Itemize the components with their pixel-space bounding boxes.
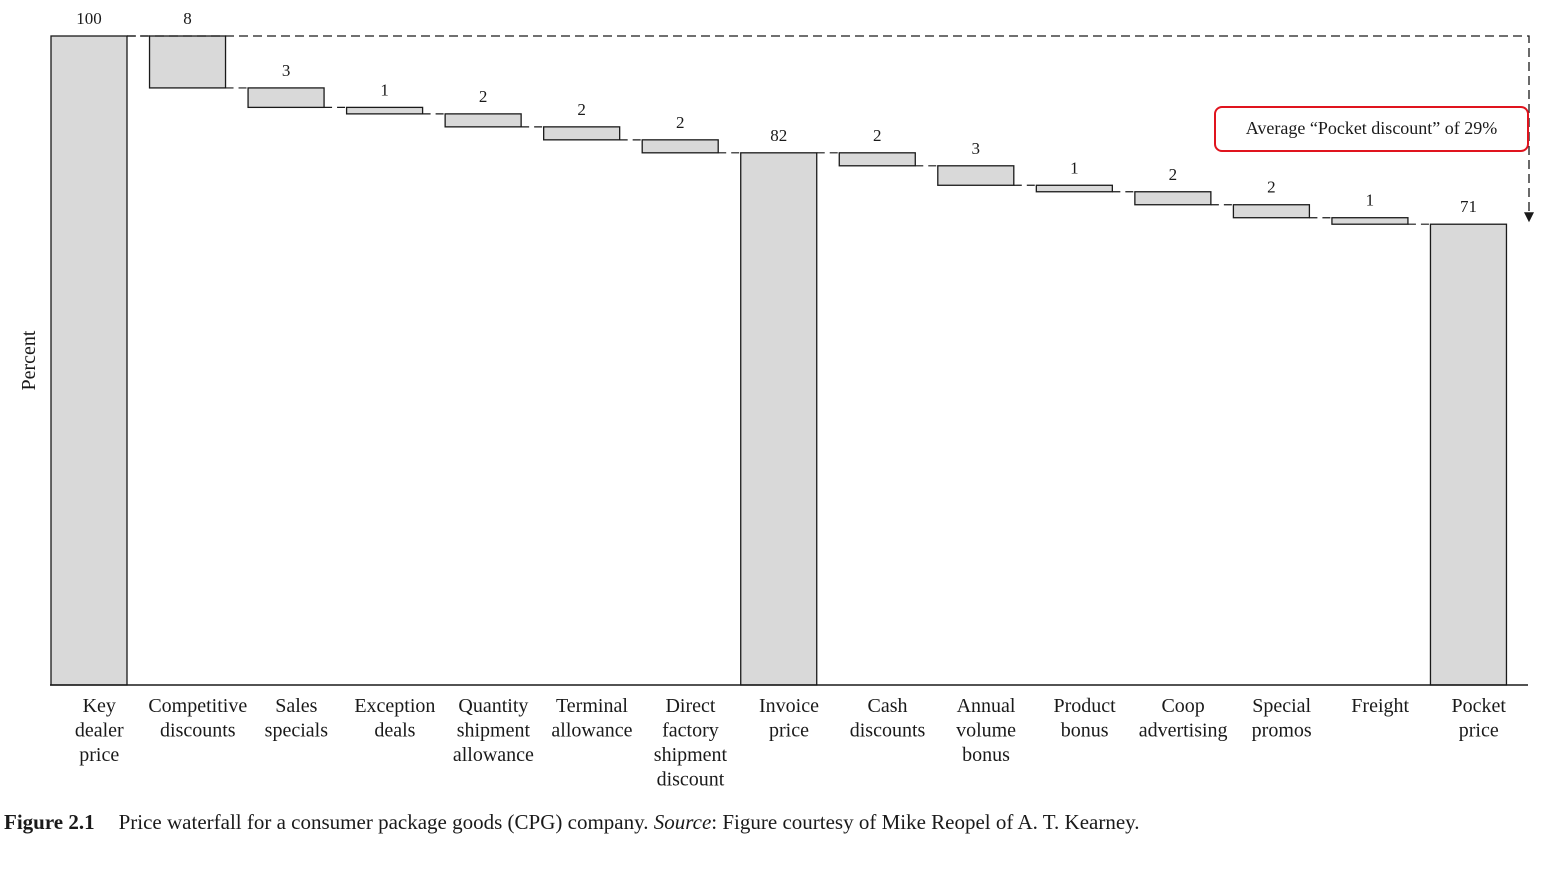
category-label-line: shipment — [654, 744, 728, 766]
category-label-0: Key dealer price — [75, 695, 124, 766]
category-label-line: price — [79, 744, 119, 766]
category-label-5: Terminal allowance — [551, 695, 632, 742]
category-label-line: Exception — [354, 695, 435, 717]
top-dashed-line — [127, 35, 1530, 217]
category-label-3: Exception deals — [354, 695, 435, 742]
value-label-11: 2 — [1169, 165, 1178, 184]
category-label-12: Special promos — [1252, 695, 1312, 742]
category-label-line: promos — [1252, 720, 1312, 742]
value-label-4: 2 — [479, 87, 488, 106]
category-label-7: Invoice price — [759, 695, 819, 742]
category-label-line: Competitive — [148, 695, 247, 717]
value-labels: 100 8 3 1 2 2 2 82 2 3 1 2 2 1 71 — [76, 9, 1477, 216]
category-label-line: allowance — [453, 744, 534, 766]
category-label-line: dealer — [75, 720, 124, 742]
category-label-line: Annual — [957, 695, 1016, 717]
discount-bar-11 — [1134, 191, 1212, 206]
category-label-line: discount — [657, 769, 725, 791]
value-label-8: 2 — [873, 126, 882, 145]
category-label-6: Direct factory shipment discount — [654, 695, 728, 791]
value-label-0: 100 — [76, 9, 102, 28]
caption-source-label: Source — [653, 810, 712, 834]
value-label-7: 82 — [770, 126, 787, 145]
value-label-2: 3 — [282, 61, 291, 80]
category-label-line: Special — [1252, 695, 1311, 717]
discount-bar-8 — [838, 152, 916, 167]
caption-text: Price waterfall for a consumer package g… — [118, 810, 649, 834]
value-label-9: 3 — [972, 139, 981, 158]
category-label-4: Quantity shipment allowance — [453, 695, 534, 766]
category-label-9: Annual volume bonus — [956, 695, 1016, 766]
category-label-line: discounts — [850, 720, 926, 742]
category-label-line: factory — [662, 720, 719, 742]
category-label-1: Competitive discounts — [148, 695, 247, 742]
caption-source-text: : Figure courtesy of Mike Reopel of A. T… — [711, 810, 1140, 834]
category-label-line: Pocket — [1452, 695, 1507, 717]
y-axis-label: Percent — [18, 330, 40, 390]
category-label-line: specials — [265, 720, 329, 742]
category-label-8: Cash discounts — [850, 695, 926, 742]
category-label-2: Sales specials — [265, 695, 329, 742]
value-label-3: 1 — [380, 80, 389, 99]
category-label-line: deals — [374, 720, 415, 742]
category-label-13: Freight — [1351, 695, 1409, 717]
category-label-line: Sales — [275, 695, 317, 717]
discount-bar-6 — [641, 139, 719, 154]
category-label-14: Pocket price — [1452, 695, 1507, 742]
category-label-11: Coop advertising — [1139, 695, 1228, 742]
pocket-discount-annotation: Average “Pocket discount” of 29% — [127, 35, 1534, 223]
category-label-line: bonus — [962, 744, 1010, 766]
discount-bar-5 — [543, 126, 621, 141]
category-label-line: Product — [1053, 695, 1116, 717]
discount-bar-1 — [148, 35, 227, 89]
category-label-line: allowance — [551, 720, 632, 742]
value-label-13: 1 — [1366, 191, 1375, 210]
category-label-line: shipment — [457, 720, 531, 742]
discount-bar-2 — [247, 87, 325, 109]
arrow-head-icon — [1524, 212, 1534, 223]
category-label-line: Key — [83, 695, 116, 717]
category-label-line: Coop — [1161, 695, 1204, 717]
annotation-text: Average “Pocket discount” of 29% — [1246, 118, 1498, 138]
total-bar-14 — [1429, 223, 1508, 686]
discount-bar-10 — [1035, 184, 1113, 193]
discount-bar-12 — [1232, 204, 1311, 219]
category-label-line: price — [769, 720, 809, 742]
value-label-6: 2 — [676, 113, 685, 132]
discount-bar-13 — [1331, 217, 1409, 225]
value-label-1: 8 — [183, 9, 192, 28]
value-label-10: 1 — [1070, 158, 1079, 177]
bars-layer — [50, 35, 1508, 686]
category-label-line: Invoice — [759, 695, 819, 717]
category-label-line: discounts — [160, 720, 236, 742]
annotation-box — [1214, 106, 1529, 152]
category-label-line: Terminal — [556, 695, 628, 717]
figure-number: Figure 2.1 — [4, 810, 95, 834]
discount-bar-9 — [937, 165, 1015, 186]
category-label-line: Direct — [665, 695, 715, 717]
category-label-line: advertising — [1139, 720, 1228, 742]
value-label-14: 71 — [1460, 197, 1477, 216]
value-label-12: 2 — [1267, 178, 1276, 197]
discount-bar-4 — [444, 113, 522, 128]
category-label-line: Cash — [868, 695, 908, 717]
category-label-line: bonus — [1061, 720, 1109, 742]
category-label-line: volume — [956, 720, 1016, 742]
discount-bar-3 — [345, 106, 424, 115]
total-bar-0 — [50, 35, 128, 686]
category-label-line: Quantity — [458, 695, 528, 717]
value-label-5: 2 — [577, 100, 586, 119]
category-label-line: price — [1459, 720, 1499, 742]
total-bar-7 — [740, 152, 818, 686]
figure-caption: Figure 2.1 Price waterfall for a consumer… — [4, 810, 1534, 835]
category-label-line: Freight — [1351, 695, 1409, 717]
category-label-10: Product bonus — [1053, 695, 1116, 742]
